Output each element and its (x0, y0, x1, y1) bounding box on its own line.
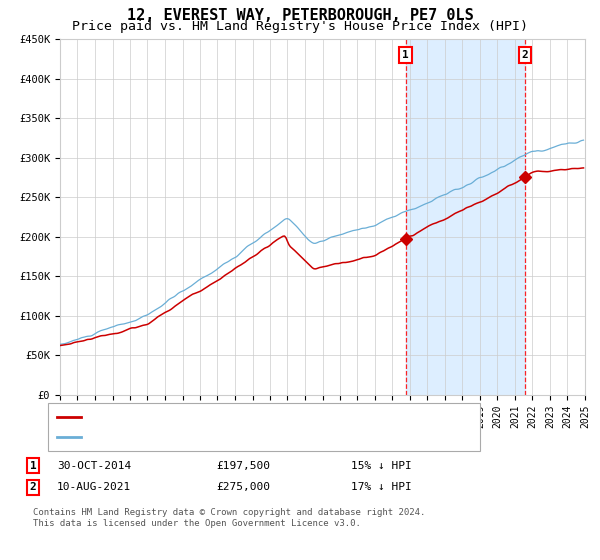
Text: 2: 2 (522, 50, 529, 60)
Text: 15% ↓ HPI: 15% ↓ HPI (351, 461, 412, 471)
Text: £275,000: £275,000 (216, 482, 270, 492)
Text: 2: 2 (29, 482, 37, 492)
Text: 30-OCT-2014: 30-OCT-2014 (57, 461, 131, 471)
Text: 17% ↓ HPI: 17% ↓ HPI (351, 482, 412, 492)
Text: Contains HM Land Registry data © Crown copyright and database right 2024.
This d: Contains HM Land Registry data © Crown c… (33, 508, 425, 528)
Text: 1: 1 (29, 461, 37, 471)
Text: £197,500: £197,500 (216, 461, 270, 471)
Text: 10-AUG-2021: 10-AUG-2021 (57, 482, 131, 492)
Text: 12, EVEREST WAY, PETERBOROUGH, PE7 0LS (detached house): 12, EVEREST WAY, PETERBOROUGH, PE7 0LS (… (85, 412, 457, 422)
Bar (406, 39, 525, 395)
Text: 1: 1 (402, 50, 409, 60)
Text: Price paid vs. HM Land Registry's House Price Index (HPI): Price paid vs. HM Land Registry's House … (72, 20, 528, 33)
Text: 12, EVEREST WAY, PETERBOROUGH, PE7 0LS: 12, EVEREST WAY, PETERBOROUGH, PE7 0LS (127, 8, 473, 24)
Text: HPI: Average price, detached house, City of Peterborough: HPI: Average price, detached house, City… (85, 432, 463, 442)
